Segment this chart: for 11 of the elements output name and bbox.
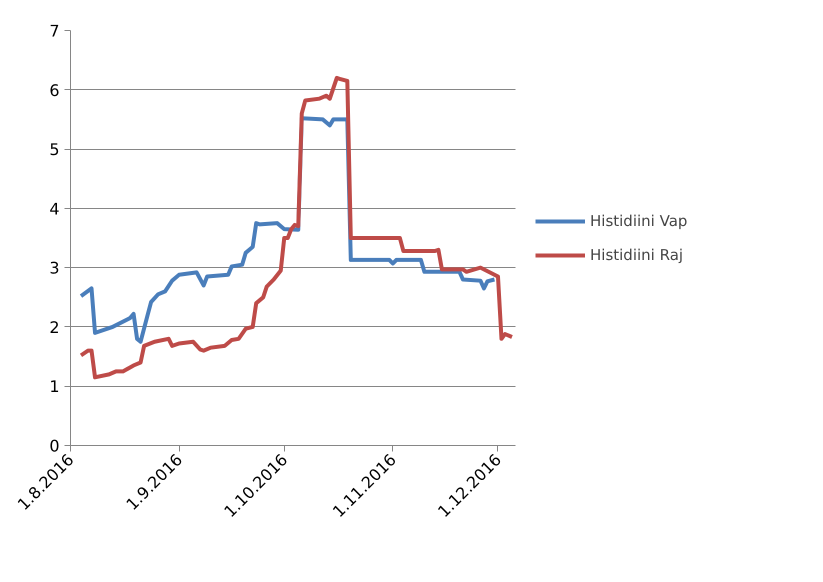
- y-tick-label: 3: [49, 258, 60, 278]
- legend-label: Histidiini Vap: [590, 212, 688, 230]
- y-tick-label: 0: [49, 436, 60, 456]
- y-tick-label: 1: [49, 377, 60, 396]
- y-tick-label: 2: [49, 318, 60, 337]
- line-series: [79, 76, 514, 380]
- y-tick-label: 6: [49, 80, 60, 100]
- legend-label: Histidiini Raj: [590, 246, 684, 264]
- y-tick-label: 4: [49, 199, 60, 218]
- y-tick-label: 7: [49, 22, 60, 40]
- y-tick-label: 5: [49, 140, 60, 160]
